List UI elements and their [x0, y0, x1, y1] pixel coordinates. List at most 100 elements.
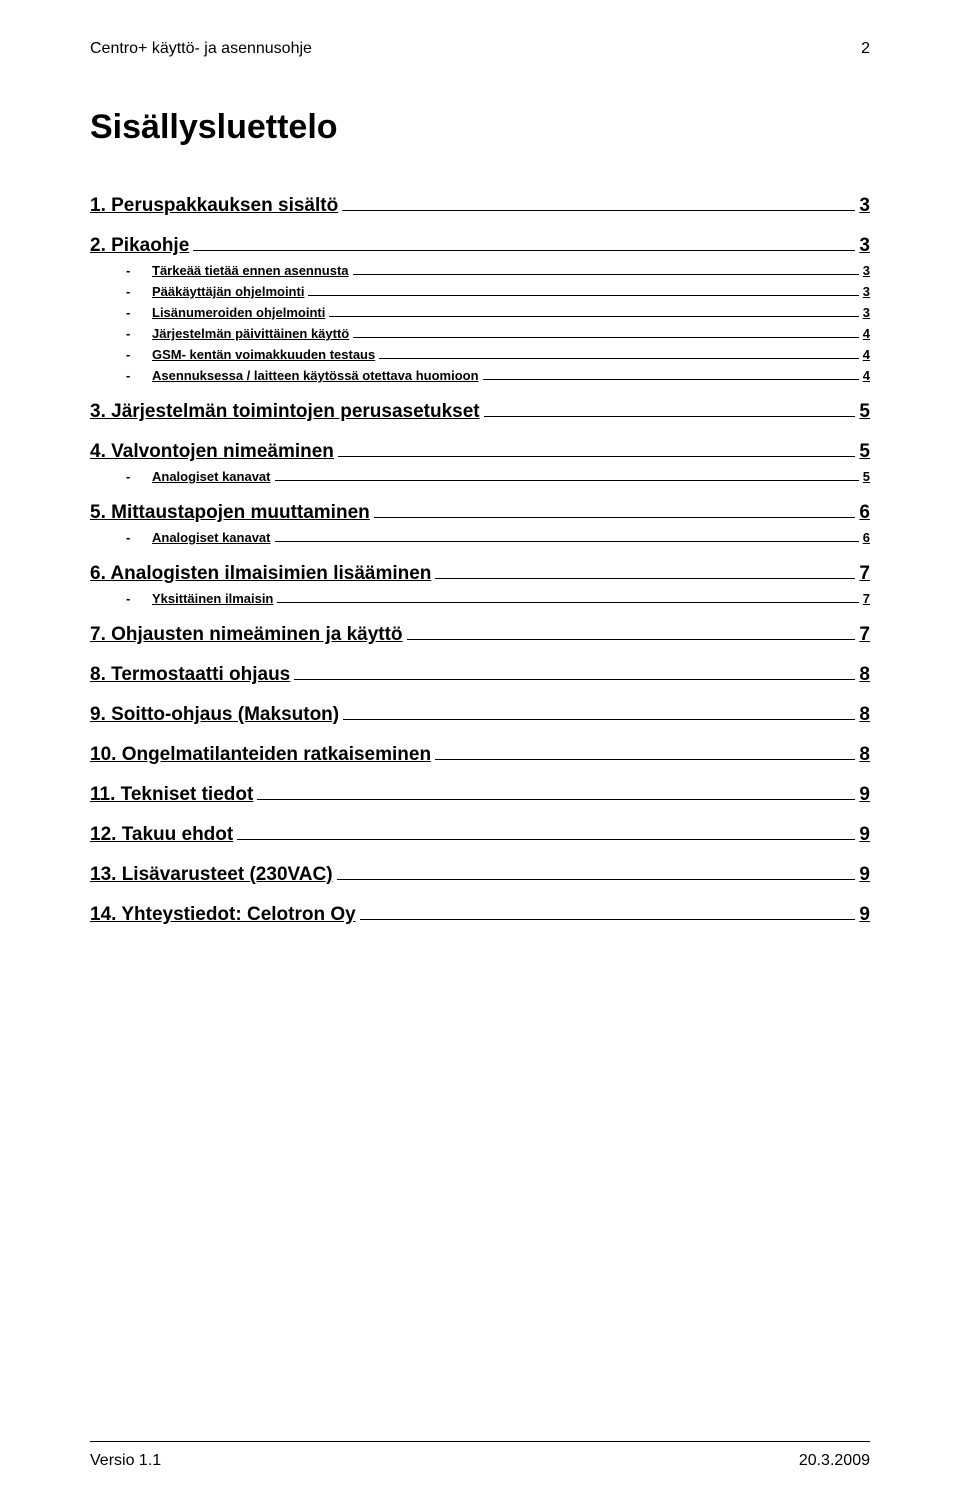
toc-leader: [343, 719, 855, 720]
toc-subheading: -Pääkäyttäjän ohjelmointi 3: [90, 284, 870, 299]
toc-label: Pääkäyttäjän ohjelmointi: [152, 284, 304, 299]
bullet: -: [126, 305, 152, 320]
toc-label: Järjestelmän päivittäinen käyttö: [152, 326, 349, 341]
bullet: -: [126, 284, 152, 299]
toc-label: 9. Soitto-ohjaus (Maksuton): [90, 704, 339, 726]
toc-leader: [237, 839, 855, 840]
bullet: -: [126, 469, 152, 484]
toc-label: 3. Järjestelmän toimintojen perusasetuks…: [90, 401, 480, 423]
toc-label: Analogiset kanavat: [152, 469, 271, 484]
toc-heading: 7. Ohjausten nimeäminen ja käyttö7: [90, 624, 870, 646]
toc-leader: [277, 602, 858, 603]
toc-leader: [435, 578, 855, 579]
toc-subheading: -Yksittäinen ilmaisin 7: [90, 591, 870, 606]
toc-page: 4: [863, 347, 870, 362]
toc-leader: [338, 456, 856, 457]
toc-leader: [329, 316, 858, 317]
toc-label: Yksittäinen ilmaisin: [152, 591, 273, 606]
toc-leader: [257, 799, 855, 800]
toc-label: 11. Tekniset tiedot: [90, 784, 253, 806]
toc-subheading: -GSM- kentän voimakkuuden testaus 4: [90, 347, 870, 362]
toc-page: 3: [863, 305, 870, 320]
toc-subheading: -Tärkeää tietää ennen asennusta3: [90, 263, 870, 278]
toc-page: 3: [863, 284, 870, 299]
doc-title: Centro+ käyttö- ja asennusohje: [90, 40, 312, 58]
toc-page: 7: [859, 563, 870, 585]
footer-divider: [90, 1441, 870, 1442]
toc-leader: [379, 358, 859, 359]
toc-label: 13. Lisävarusteet (230VAC): [90, 864, 333, 886]
toc-label: 6. Analogisten ilmaisimien lisääminen: [90, 563, 431, 585]
toc-page: 8: [859, 664, 870, 686]
page-title: Sisällysluettelo: [90, 108, 870, 147]
toc-leader: [374, 517, 856, 518]
page-number: 2: [861, 40, 870, 58]
bullet: -: [126, 591, 152, 606]
toc-leader: [308, 295, 858, 296]
toc-page: 9: [859, 904, 870, 926]
toc-leader: [360, 919, 856, 920]
toc-heading: 5. Mittaustapojen muuttaminen 6: [90, 502, 870, 524]
toc-heading: 11. Tekniset tiedot 9: [90, 784, 870, 806]
toc-leader: [484, 416, 856, 417]
toc-label: 14. Yhteystiedot: Celotron Oy: [90, 904, 356, 926]
toc-subheading: -Analogiset kanavat 6: [90, 530, 870, 545]
toc-label: Tärkeää tietää ennen asennusta: [152, 263, 349, 278]
toc-leader: [435, 759, 855, 760]
toc-heading: 6. Analogisten ilmaisimien lisääminen 7: [90, 563, 870, 585]
toc-label: 10. Ongelmatilanteiden ratkaiseminen: [90, 744, 431, 766]
toc-page: 7: [863, 591, 870, 606]
toc-page: 5: [863, 469, 870, 484]
toc-label: 12. Takuu ehdot: [90, 824, 233, 846]
bullet: -: [126, 347, 152, 362]
toc-page: 3: [859, 235, 870, 257]
toc-page: 4: [863, 326, 870, 341]
toc-leader: [337, 879, 856, 880]
toc-label: 4. Valvontojen nimeäminen: [90, 441, 334, 463]
toc-label: GSM- kentän voimakkuuden testaus: [152, 347, 375, 362]
toc-page: 9: [859, 784, 870, 806]
toc-subheading: -Järjestelmän päivittäinen käyttö 4: [90, 326, 870, 341]
toc-label: Analogiset kanavat: [152, 530, 271, 545]
toc-leader: [483, 379, 859, 380]
toc-heading: 13. Lisävarusteet (230VAC) 9: [90, 864, 870, 886]
toc-leader: [294, 679, 855, 680]
footer-date: 20.3.2009: [799, 1452, 870, 1470]
table-of-contents: 1. Peruspakkauksen sisältö32. Pikaohje3-…: [90, 195, 870, 926]
toc-page: 5: [859, 441, 870, 463]
footer: Versio 1.1 20.3.2009: [90, 1452, 870, 1470]
toc-page: 9: [859, 824, 870, 846]
toc-page: 8: [859, 744, 870, 766]
toc-subheading: -Lisänumeroiden ohjelmointi3: [90, 305, 870, 320]
toc-page: 5: [859, 401, 870, 423]
toc-heading: 1. Peruspakkauksen sisältö 3: [90, 195, 870, 217]
toc-heading: 10. Ongelmatilanteiden ratkaiseminen 8: [90, 744, 870, 766]
toc-label: 1. Peruspakkauksen sisältö: [90, 195, 338, 217]
toc-page: 6: [863, 530, 870, 545]
toc-page: 4: [863, 368, 870, 383]
bullet: -: [126, 326, 152, 341]
toc-leader: [353, 337, 859, 338]
toc-label: 8. Termostaatti ohjaus: [90, 664, 290, 686]
toc-heading: 4. Valvontojen nimeäminen 5: [90, 441, 870, 463]
bullet: -: [126, 263, 152, 278]
toc-label: 5. Mittaustapojen muuttaminen: [90, 502, 370, 524]
toc-leader: [407, 639, 856, 640]
toc-heading: 14. Yhteystiedot: Celotron Oy 9: [90, 904, 870, 926]
toc-page: 6: [859, 502, 870, 524]
toc-heading: 2. Pikaohje3: [90, 235, 870, 257]
toc-leader: [275, 541, 859, 542]
toc-heading: 8. Termostaatti ohjaus 8: [90, 664, 870, 686]
toc-leader: [342, 210, 855, 211]
toc-page: 3: [859, 195, 870, 217]
toc-heading: 3. Järjestelmän toimintojen perusasetuks…: [90, 401, 870, 423]
toc-subheading: -Analogiset kanavat 5: [90, 469, 870, 484]
toc-label: 7. Ohjausten nimeäminen ja käyttö: [90, 624, 403, 646]
toc-heading: 9. Soitto-ohjaus (Maksuton)8: [90, 704, 870, 726]
toc-leader: [193, 250, 855, 251]
toc-leader: [353, 274, 859, 275]
toc-heading: 12. Takuu ehdot 9: [90, 824, 870, 846]
toc-leader: [275, 480, 859, 481]
bullet: -: [126, 530, 152, 545]
toc-page: 9: [859, 864, 870, 886]
